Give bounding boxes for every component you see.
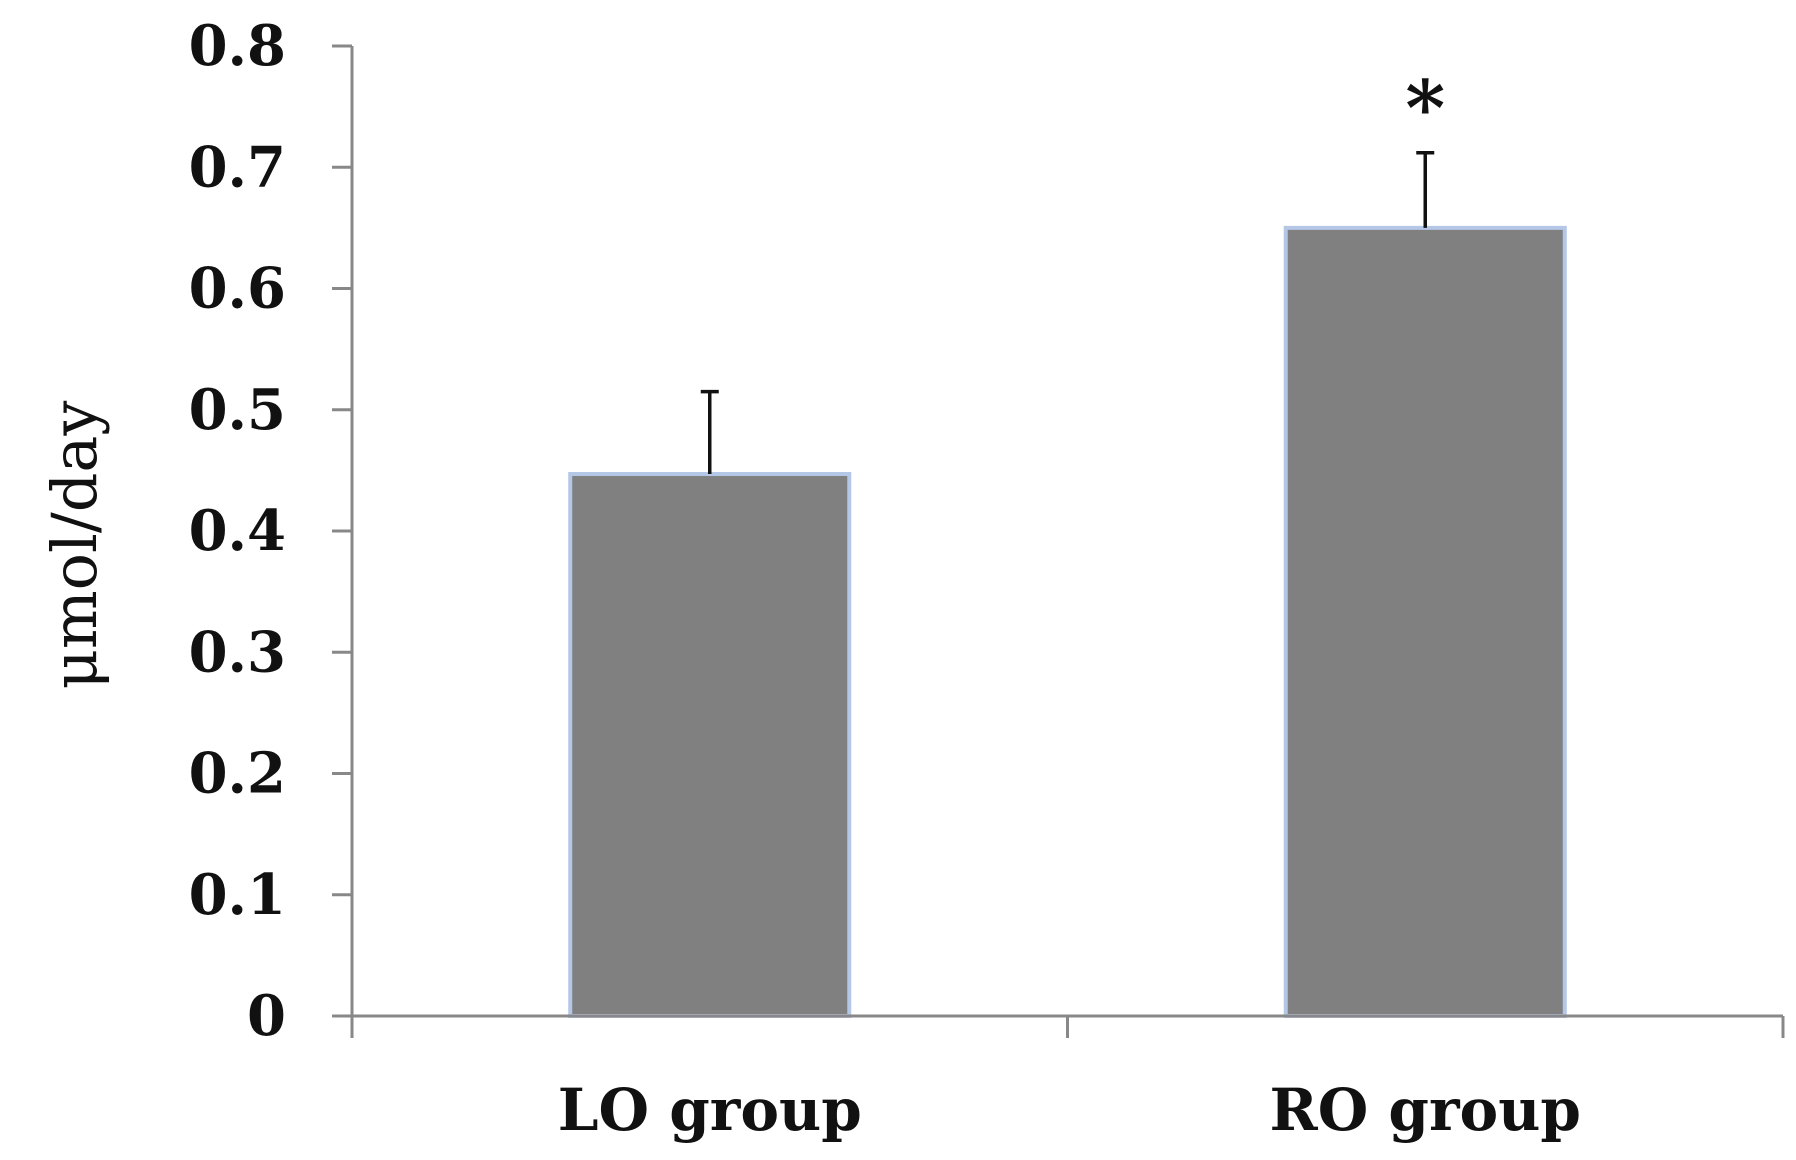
y-tick-label: 0.5 bbox=[189, 377, 286, 443]
y-tick-label: 0.6 bbox=[189, 256, 286, 322]
y-tick-label: 0.7 bbox=[189, 134, 286, 200]
bars: * bbox=[568, 64, 1567, 1018]
y-tick-label: 0.4 bbox=[189, 498, 286, 564]
y-axis-title: μmol/day bbox=[38, 401, 111, 690]
y-axis-ticks: 0 0.1 0.2 0.3 0.4 0.5 0.6 0.7 0.8 bbox=[189, 13, 354, 1049]
bar bbox=[568, 472, 852, 1018]
category-labels: LO group RO group bbox=[558, 1076, 1581, 1144]
y-tick-label: 0.3 bbox=[189, 619, 286, 685]
y-tick-label: 0.8 bbox=[189, 13, 286, 79]
x-category-label: RO group bbox=[1270, 1076, 1581, 1144]
y-tick-label: 0.1 bbox=[189, 862, 286, 928]
x-axis bbox=[350, 1014, 1785, 1038]
y-tick-label: 0 bbox=[247, 983, 286, 1049]
significance-marker: * bbox=[1405, 64, 1445, 153]
y-tick-label: 0.2 bbox=[189, 741, 286, 807]
bar bbox=[1283, 225, 1567, 1018]
x-category-label: LO group bbox=[558, 1076, 862, 1144]
